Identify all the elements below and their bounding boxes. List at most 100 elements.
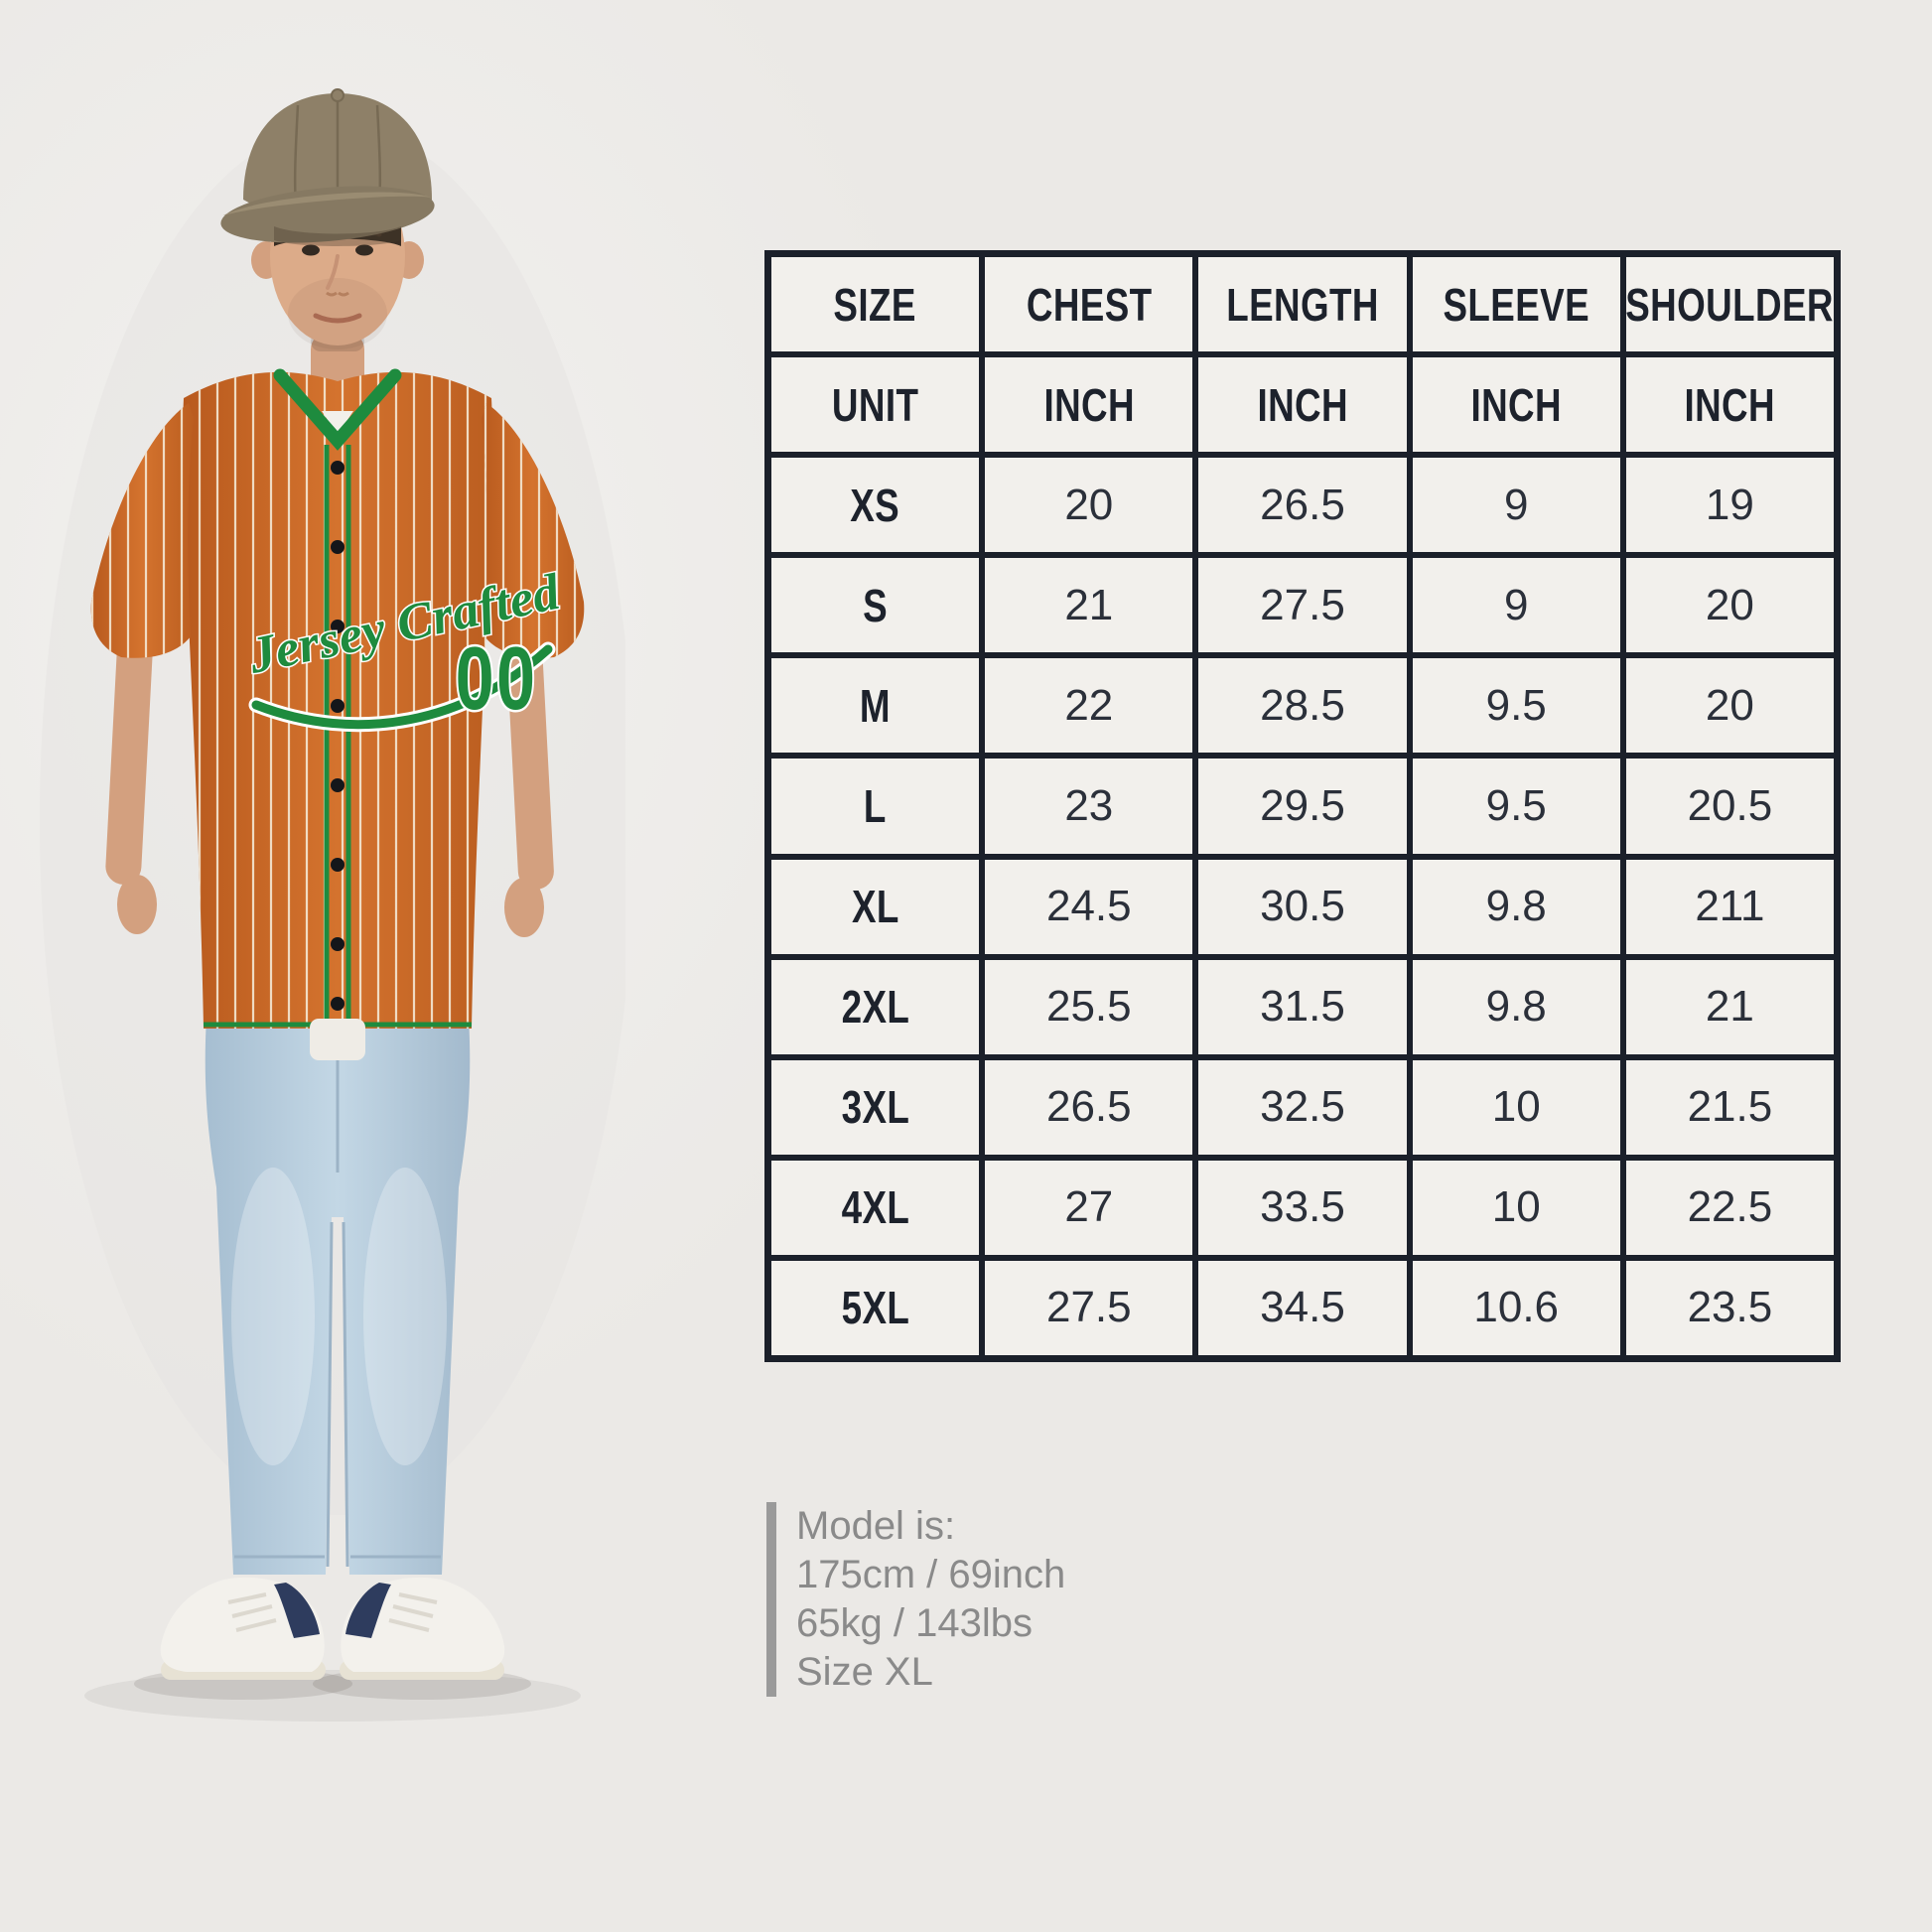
value-cell-text: 21 — [1705, 982, 1754, 1032]
left-sneaker — [160, 1577, 326, 1680]
value-cell-text: 9 — [1503, 480, 1529, 529]
model-arms — [105, 636, 554, 937]
value-cell-text: 23.5 — [1687, 1283, 1773, 1332]
value-cell-text: 9.8 — [1485, 882, 1547, 931]
value-cell-text: 27 — [1064, 1182, 1114, 1232]
baseball-cap — [220, 88, 435, 246]
size-label-cell-text: 3XL — [841, 1081, 909, 1134]
value-cell: 22 — [985, 658, 1193, 754]
value-cell: 33.5 — [1198, 1160, 1407, 1255]
value-cell-text: 32.5 — [1260, 1082, 1345, 1132]
value-cell: 24.5 — [985, 859, 1193, 954]
value-cell: 9.5 — [1412, 658, 1620, 754]
size-label-cell-text: XS — [850, 479, 900, 531]
value-cell-text: 29.5 — [1260, 780, 1345, 830]
value-cell: 9 — [1412, 558, 1620, 653]
value-cell-text: 24.5 — [1045, 882, 1132, 931]
value-cell-text: 20.5 — [1687, 780, 1773, 830]
header-cell-text: SIZE — [833, 278, 917, 331]
value-cell: 21 — [1625, 959, 1834, 1054]
value-cell: 19 — [1625, 458, 1834, 553]
value-cell: 23.5 — [1625, 1260, 1834, 1355]
value-cell: 26.5 — [1198, 458, 1407, 553]
size-label-cell: 3XL — [771, 1059, 980, 1155]
value-cell: 30.5 — [1198, 859, 1407, 954]
value-cell-text: 9.5 — [1485, 680, 1547, 730]
size-label-cell: 4XL — [771, 1160, 980, 1255]
header-cell: CHEST — [985, 257, 1193, 352]
size-label-cell: M — [771, 658, 980, 754]
value-cell: 20 — [1625, 558, 1834, 653]
value-cell-text: 9 — [1503, 580, 1529, 629]
header-cell-text: SHOULDER — [1625, 278, 1834, 331]
value-cell: 9.8 — [1412, 859, 1620, 954]
value-cell: 21.5 — [1625, 1059, 1834, 1155]
value-cell-text: 30.5 — [1260, 882, 1345, 931]
value-cell-text: 19 — [1705, 480, 1754, 529]
header-cell: SLEEVE — [1412, 257, 1620, 352]
unit-label-cell-text: UNIT — [831, 378, 919, 431]
size-label-cell-text: S — [863, 579, 889, 631]
value-cell-text: 26.5 — [1045, 1082, 1132, 1132]
value-cell-text: 27.5 — [1045, 1283, 1132, 1332]
value-cell-text: 21 — [1064, 580, 1114, 629]
unit-cell: INCH — [1198, 357, 1407, 453]
unit-label-cell: UNIT — [771, 357, 980, 453]
value-cell-text: 20 — [1705, 580, 1754, 629]
header-cell-text: SLEEVE — [1443, 278, 1590, 331]
value-cell-text: 28.5 — [1260, 680, 1345, 730]
value-cell: 10 — [1412, 1059, 1620, 1155]
value-cell-text: 10.6 — [1473, 1283, 1560, 1332]
size-label-cell-text: L — [864, 779, 888, 832]
value-cell: 21 — [985, 558, 1193, 653]
value-cell: 27 — [985, 1160, 1193, 1255]
value-cell: 9 — [1412, 458, 1620, 553]
value-cell-text: 20 — [1705, 680, 1754, 730]
jersey-number-text: 00 — [456, 629, 538, 729]
value-cell: 28.5 — [1198, 658, 1407, 754]
model-info-line: Size XL — [796, 1650, 933, 1694]
size-label-cell: XS — [771, 458, 980, 553]
value-cell-text: 211 — [1695, 882, 1765, 931]
undershirt-hem — [310, 1019, 365, 1060]
value-cell: 10.6 — [1412, 1260, 1620, 1355]
header-cell: LENGTH — [1198, 257, 1407, 352]
header-cell-text: LENGTH — [1226, 278, 1379, 331]
size-table: SIZE CHEST LENGTH SLEEVE SHOULDER UNIT INCH INC… — [764, 250, 1841, 1362]
value-cell-text: 23 — [1064, 780, 1114, 830]
unit-cell-text: INCH — [1470, 378, 1562, 431]
value-cell-text: 20 — [1064, 480, 1114, 529]
value-cell: 23 — [985, 759, 1193, 854]
jersey: Jersey Crafted 00 — [90, 368, 585, 1029]
model-info-line: 175cm / 69inch — [796, 1553, 1066, 1596]
unit-cell-text: INCH — [1043, 378, 1135, 431]
jeans — [205, 1017, 471, 1575]
value-cell: 25.5 — [985, 959, 1193, 1054]
value-cell: 32.5 — [1198, 1059, 1407, 1155]
value-cell-text: 26.5 — [1260, 480, 1345, 529]
value-cell: 34.5 — [1198, 1260, 1407, 1355]
value-cell-text: 9.8 — [1485, 982, 1547, 1032]
size-label-cell: L — [771, 759, 980, 854]
model-info-line: 65kg / 143lbs — [796, 1601, 1033, 1645]
unit-cell: INCH — [985, 357, 1193, 453]
size-label-cell: XL — [771, 859, 980, 954]
value-cell-text: 10 — [1491, 1182, 1541, 1232]
jersey-buttons — [331, 461, 345, 1011]
size-label-cell-text: 4XL — [841, 1181, 909, 1234]
floor-shadow — [84, 1668, 581, 1722]
value-cell-text: 9.5 — [1485, 780, 1547, 830]
value-cell-text: 22 — [1064, 680, 1114, 730]
unit-cell: INCH — [1625, 357, 1834, 453]
size-label-cell-text: 2XL — [841, 981, 909, 1034]
value-cell: 27.5 — [985, 1260, 1193, 1355]
size-label-cell-text: 5XL — [841, 1282, 909, 1334]
value-cell: 10 — [1412, 1160, 1620, 1255]
model-photo: Jersey Crafted 00 — [40, 88, 625, 1722]
value-cell-text: 25.5 — [1045, 982, 1132, 1032]
value-cell: 211 — [1625, 859, 1834, 954]
size-label-cell: S — [771, 558, 980, 653]
header-cell-text: CHEST — [1026, 278, 1153, 331]
value-cell-text: 27.5 — [1260, 580, 1345, 629]
value-cell: 20 — [1625, 658, 1834, 754]
